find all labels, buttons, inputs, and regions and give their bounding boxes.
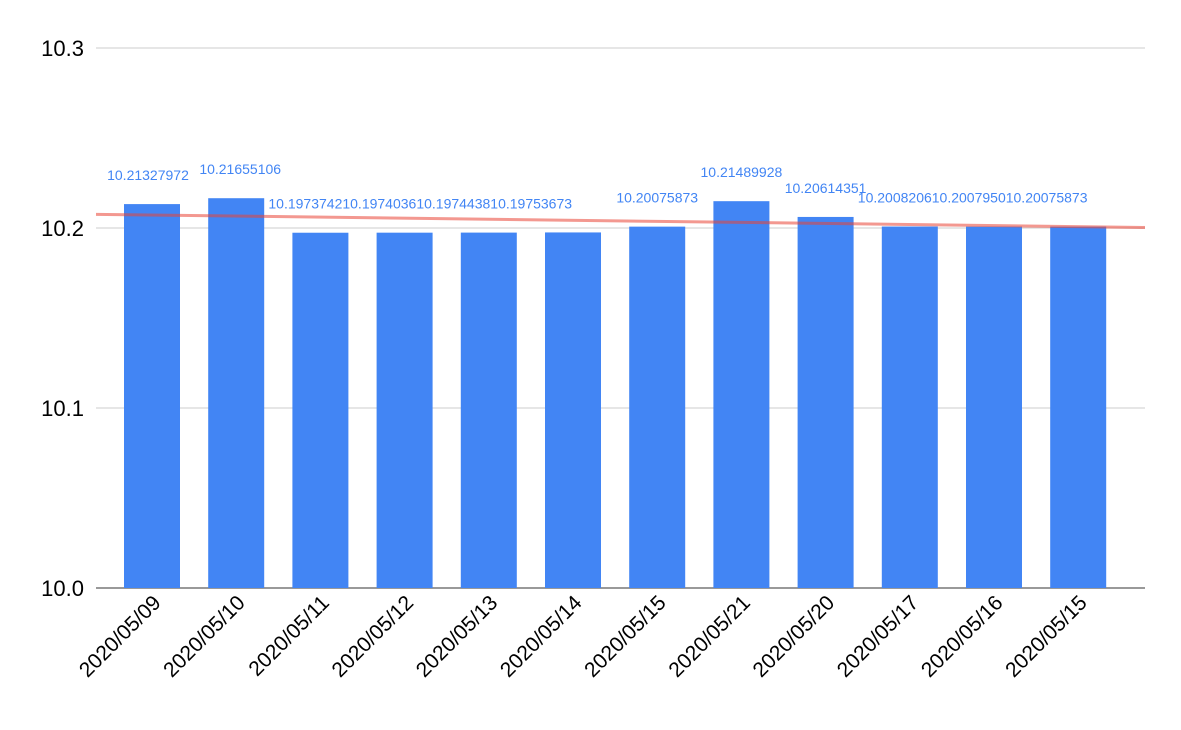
data-label: 10.21489928 [701,164,783,180]
data-label: 10.20614351 [785,180,867,196]
x-tick-label: 2020/05/15 [580,591,671,682]
x-tick-label: 2020/05/11 [244,591,333,680]
y-tick-label: 10.0 [41,576,84,601]
bar [797,216,854,588]
bar [629,226,686,589]
bar [1050,226,1107,589]
x-tick-label: 2020/05/13 [412,591,503,682]
y-tick-label: 10.3 [41,36,84,61]
data-label: 10.21655106 [199,161,281,177]
data-labels: 10.21327972 10.21655106 10.197374210.19740… [107,161,1088,212]
trendline [95,212,1146,229]
bar [966,226,1022,589]
bar [713,201,770,589]
x-tick-label: 2020/05/10 [159,591,250,682]
bar [460,232,517,588]
x-tick-label: 2020/05/17 [833,591,924,682]
x-tick-label: 2020/05/21 [664,591,755,682]
y-tick-label: 10.1 [41,396,84,421]
bar [124,204,180,588]
x-axis-ticks: 2020/05/092020/05/102020/05/112020/05/12… [75,591,1092,682]
x-tick-label: 2020/05/15 [1001,591,1092,682]
bar [292,232,349,588]
data-label: 10.197374210.197403610.197443810.1975367… [268,196,572,212]
x-tick-label: 2020/05/16 [917,591,1008,682]
bars [124,198,1107,589]
data-label: 10.200820610.200795010.20075873 [858,190,1088,206]
data-label: 10.20075873 [616,190,698,206]
x-tick-label: 2020/05/20 [749,591,840,682]
bar [881,226,938,589]
bar [376,232,433,588]
bar [208,198,265,588]
bar [545,232,601,588]
x-tick-label: 2020/05/09 [75,591,166,682]
y-tick-label: 10.2 [41,216,84,241]
y-axis-ticks: 10.0 10.1 10.2 10.3 [41,36,84,601]
data-label: 10.21327972 [107,167,189,183]
x-tick-label: 2020/05/12 [328,591,419,682]
x-tick-label: 2020/05/14 [496,591,587,682]
trendline-group [95,212,1146,229]
